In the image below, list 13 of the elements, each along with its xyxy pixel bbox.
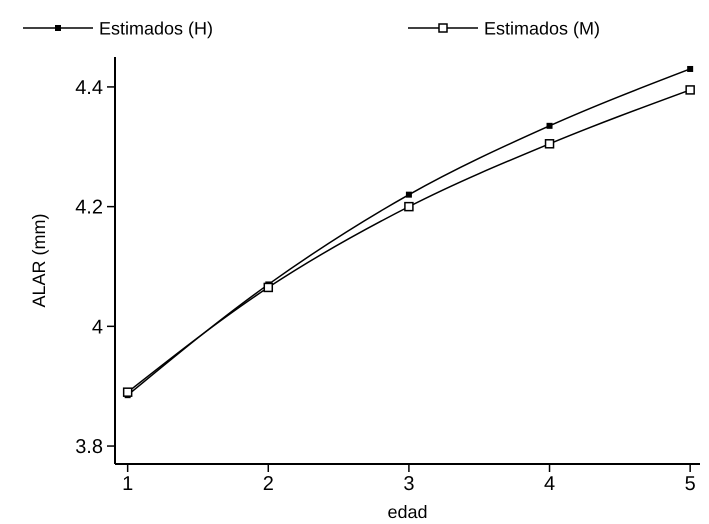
y-axis-title: ALAR (mm) [29,214,49,308]
y-tick-label: 3.8 [75,436,103,458]
legend-label: Estimados (M) [484,18,600,38]
y-tick-label: 4.4 [75,76,103,99]
x-tick-label: 1 [122,473,134,495]
x-tick-label: 4 [544,473,556,495]
legend-label: Estimados (H) [99,18,214,38]
x-tick-label: 2 [262,473,274,495]
x-tick-label: 3 [403,473,414,495]
x-axis-title: edad [387,502,428,522]
x-tick-label: 5 [684,473,696,495]
y-tick-label: 4 [92,316,103,338]
y-tick-label: 4.2 [75,196,103,219]
